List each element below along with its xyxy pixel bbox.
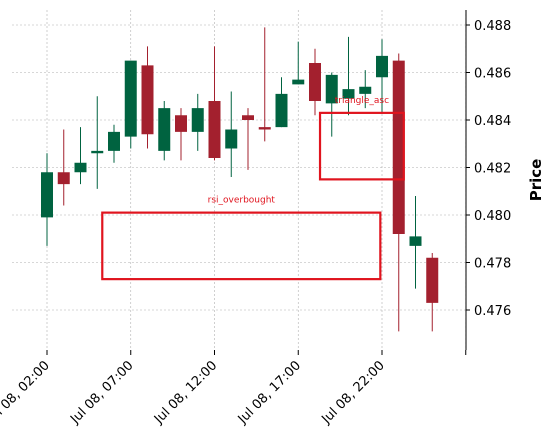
candles	[41, 27, 439, 332]
candle-body-up	[359, 86, 372, 94]
candle-body-up	[91, 150, 104, 154]
candle-body-up	[225, 129, 238, 149]
candle-body-up	[191, 108, 204, 132]
y-tick-label: 0.478	[474, 257, 511, 272]
pattern-annotations: triangle_asc rsi_overbought	[101, 96, 405, 281]
candle-body-up	[292, 79, 305, 85]
candle-body-up	[376, 55, 388, 78]
candle-body-up	[325, 74, 338, 104]
annotation-label: rsi_overbought	[208, 196, 276, 206]
y-tick-label: 0.484	[474, 114, 511, 129]
candle-body-down	[57, 172, 70, 185]
candle-body-up	[158, 108, 171, 151]
candle-body-up	[409, 236, 422, 246]
candle-body-down	[392, 60, 405, 234]
candle-body-down	[426, 257, 439, 303]
candle-body-down	[242, 115, 254, 120]
y-axis-label: Price	[527, 159, 545, 202]
candle-body-up	[124, 60, 137, 137]
annotation-box	[318, 111, 405, 181]
x-tick-label: Jul 08, 02:00	[0, 358, 53, 427]
candle-body-up	[108, 131, 120, 151]
candle-body-down	[258, 127, 271, 130]
candle-body-down	[309, 63, 321, 101]
candle-body-up	[275, 93, 288, 128]
candle-body-up	[342, 89, 355, 99]
y-tick-label: 0.482	[474, 162, 511, 177]
annotation-label: triangle_asc	[335, 96, 389, 106]
y-tick-label: 0.486	[474, 67, 511, 82]
x-tick-label: Jul 08, 12:00	[151, 358, 220, 427]
x-tick-label: Jul 08, 07:00	[67, 358, 136, 427]
y-tick-label: 0.476	[474, 304, 511, 319]
x-tick-label: Jul 08, 22:00	[318, 358, 387, 427]
y-tick-label: 0.488	[474, 19, 511, 34]
candle-body-down	[175, 115, 187, 132]
candle-body-down	[141, 65, 154, 135]
annotation-box	[101, 211, 382, 281]
candle-body-up	[41, 172, 53, 218]
x-tick-label: Jul 08, 17:00	[235, 358, 304, 427]
candle-body-up	[74, 162, 87, 173]
y-tick-label: 0.480	[474, 209, 511, 224]
candle-body-down	[208, 101, 221, 158]
